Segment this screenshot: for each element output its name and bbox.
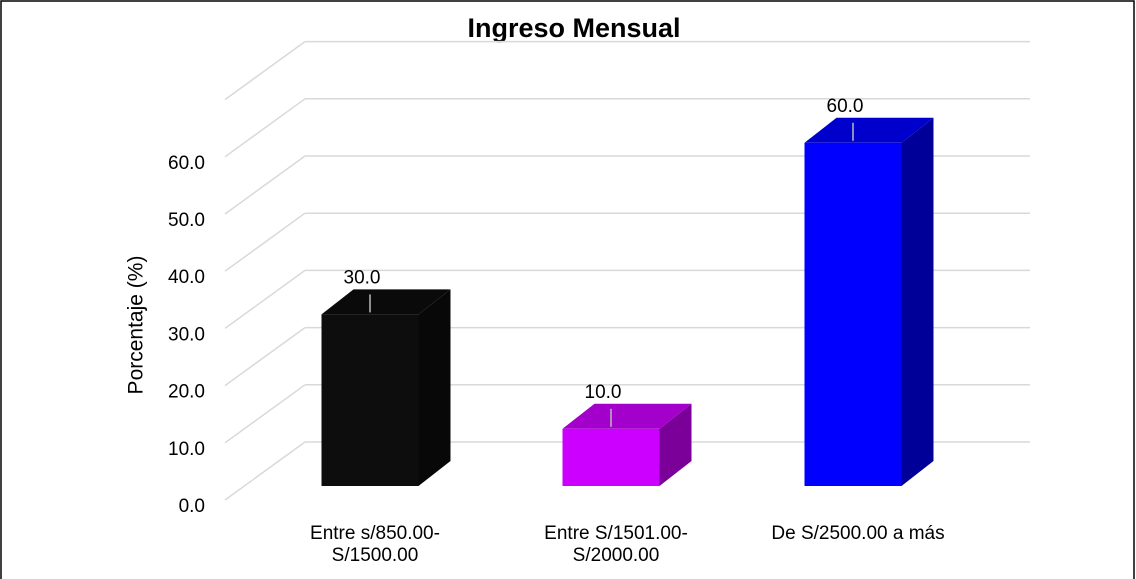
x-tick-label: Entre S/1501.00- S/2000.00 <box>544 523 688 566</box>
bar-top <box>562 403 692 429</box>
data-label: 60.0 <box>827 96 864 117</box>
grid-line <box>224 40 306 101</box>
bar-top <box>321 289 451 315</box>
y-tick-label: 20.0 <box>168 382 205 403</box>
chart-title: Ingreso Mensual <box>467 13 680 43</box>
bar-side <box>418 289 451 486</box>
data-label: 30.0 <box>344 267 381 288</box>
grid-line <box>224 441 306 501</box>
x-tick-label: Entre s/850.00- S/1500.00 <box>310 523 440 566</box>
grid-line <box>224 98 306 158</box>
bar <box>321 314 419 486</box>
bar <box>562 428 660 486</box>
y-tick-label: 30.0 <box>168 324 205 345</box>
grid-line <box>224 384 306 444</box>
y-axis-label: Porcentaje (%) <box>125 256 148 395</box>
bar-top <box>804 117 934 143</box>
y-tick-label: 40.0 <box>168 267 205 288</box>
x-tick-label: De S/2500.00 a más <box>771 523 945 544</box>
grid-line <box>224 155 306 215</box>
grid-line <box>224 326 306 387</box>
grid-line <box>224 269 306 330</box>
grid-line <box>224 212 306 272</box>
y-tick-label: 10.0 <box>168 439 205 460</box>
bar-side <box>901 117 934 487</box>
data-label: 10.0 <box>585 382 622 403</box>
y-tick-label: 60.0 <box>168 153 205 174</box>
bar <box>804 142 902 487</box>
y-tick-label: 0.0 <box>179 496 205 517</box>
y-tick-label: 50.0 <box>168 210 205 231</box>
bar-side <box>659 403 692 486</box>
